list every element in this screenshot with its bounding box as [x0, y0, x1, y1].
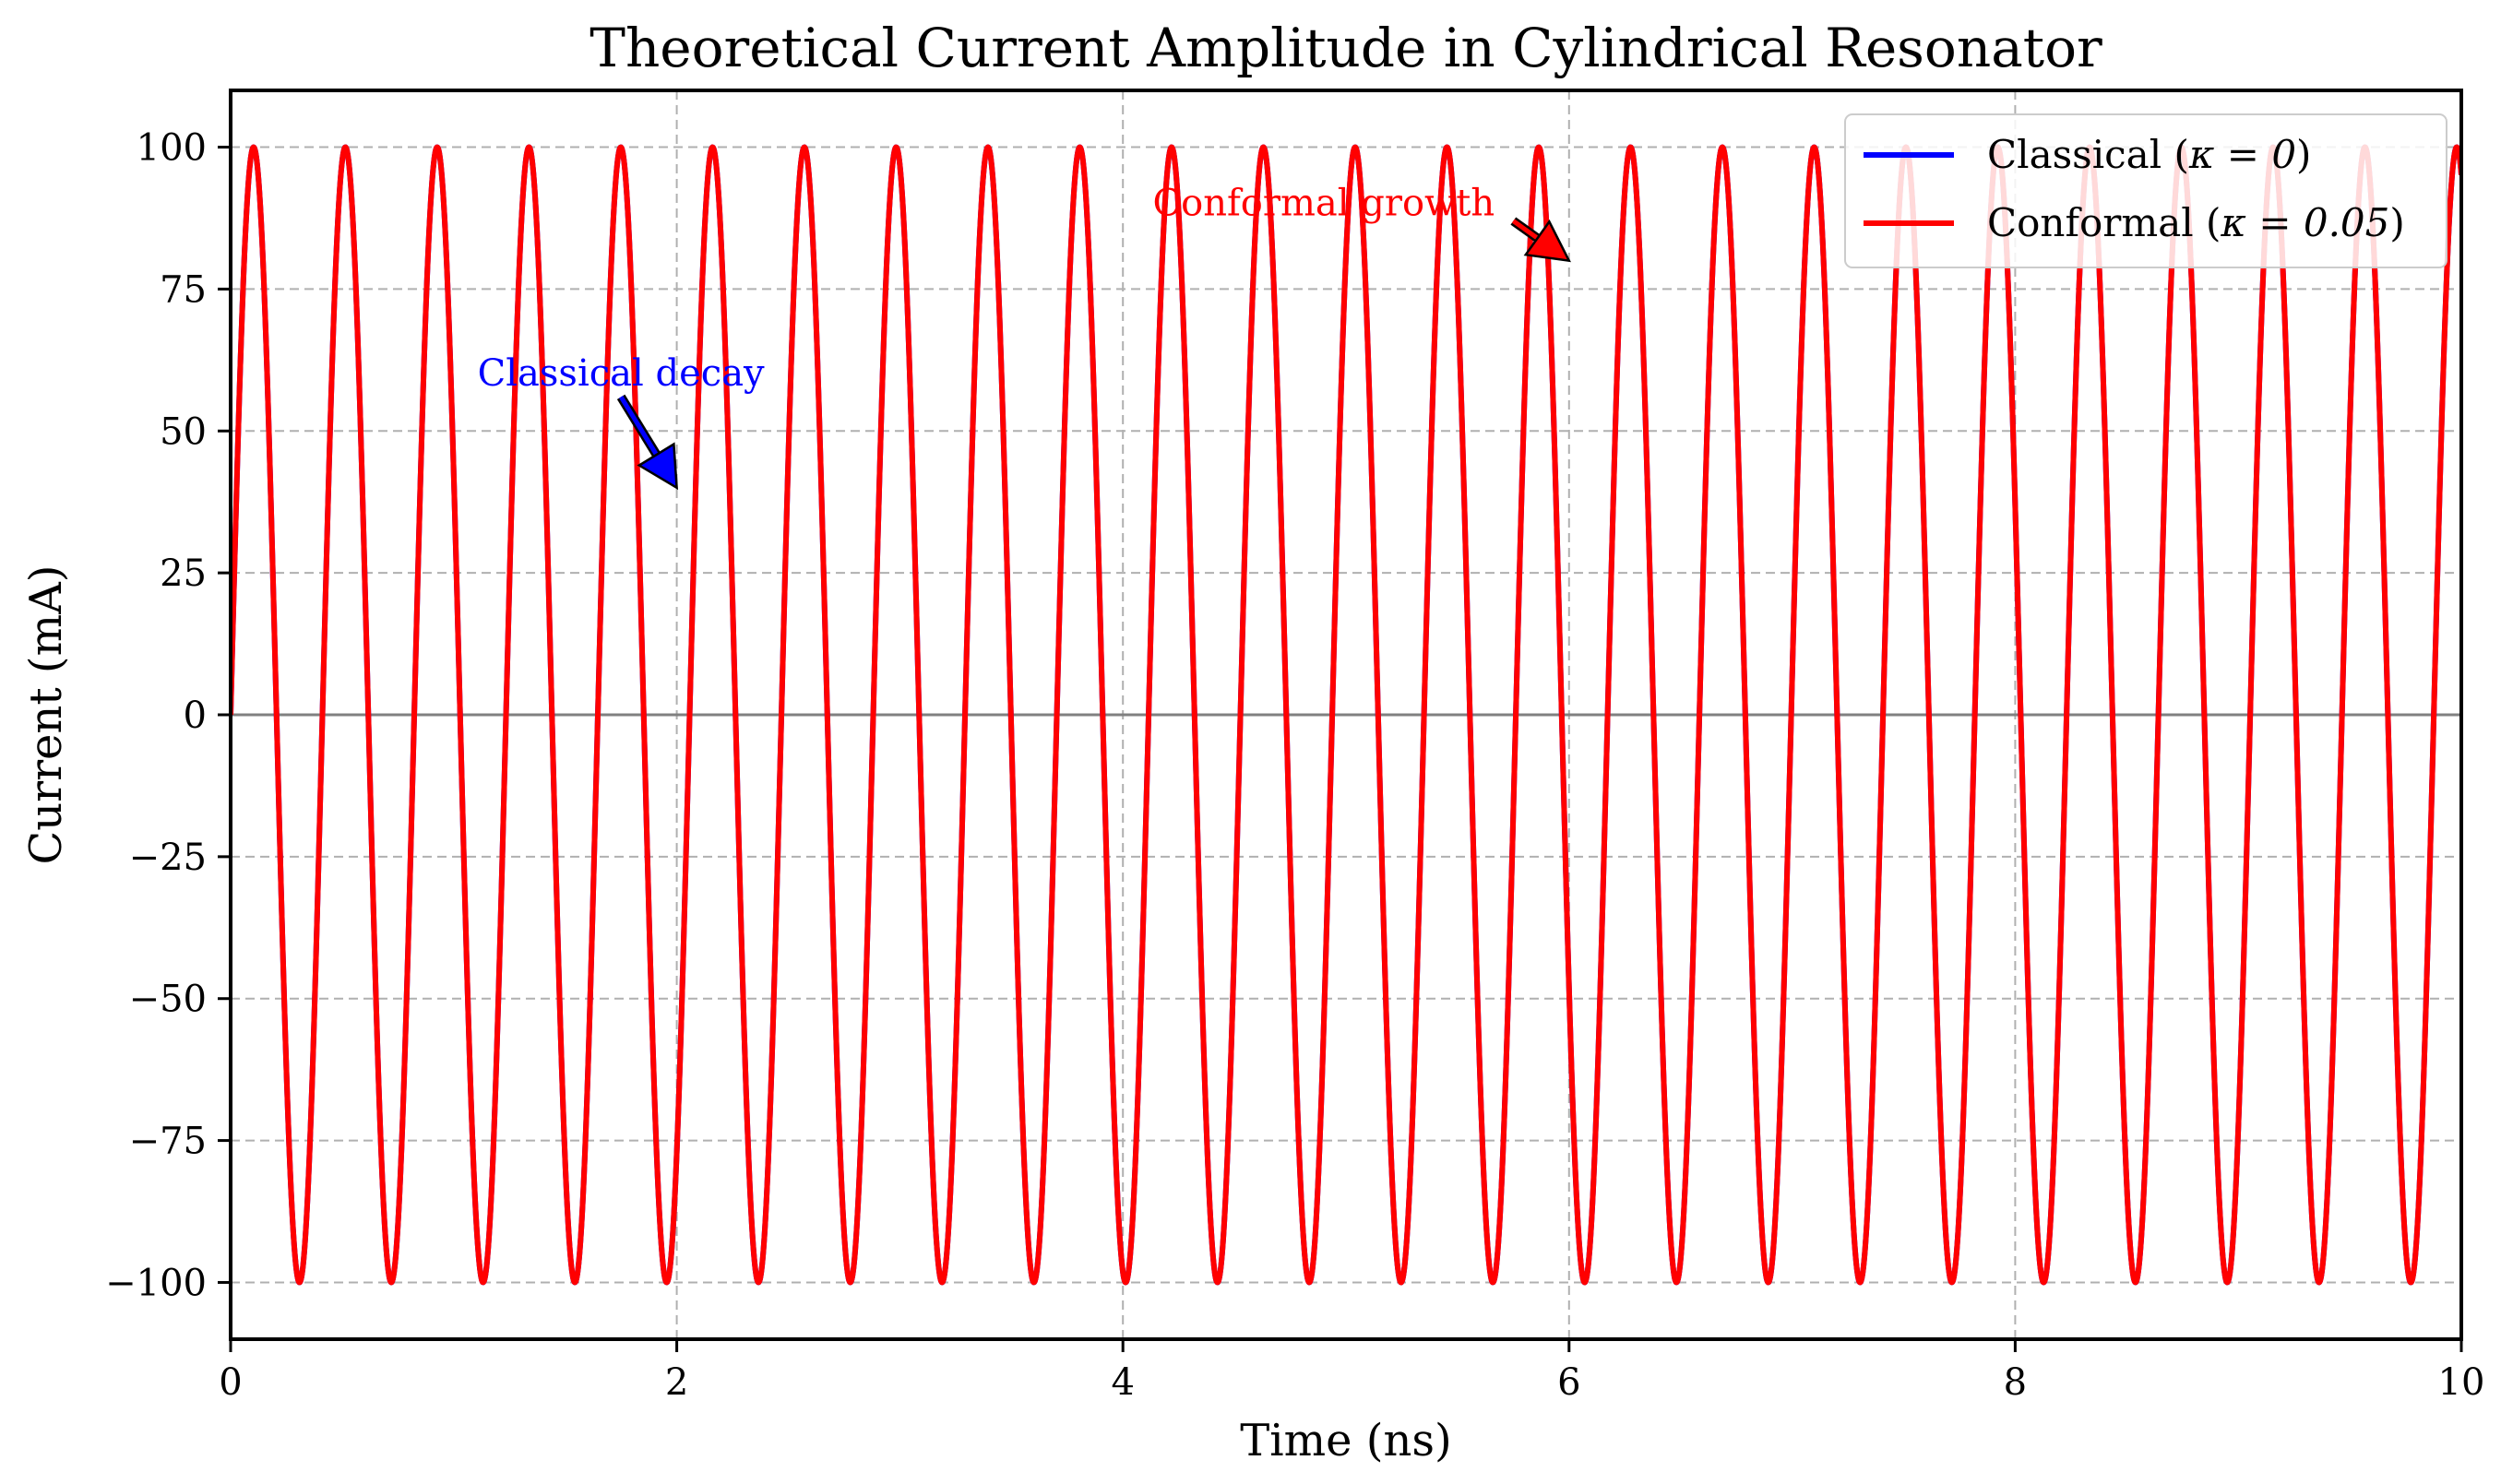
y-tick-label: 25 [160, 552, 207, 595]
annotation-conformal-arrow-head [1523, 219, 1571, 263]
annotation-classical-arrow-head [637, 442, 679, 491]
axis-ticks: 0 2 4 6 8 10 −100 −75 −50 −25 0 25 50 75 100 [105, 127, 2484, 1404]
annotations: Classical decay Conformal growth [478, 182, 1571, 491]
x-tick-label: 6 [1557, 1361, 1580, 1404]
y-tick-label: 100 [137, 127, 207, 170]
chart-title: Theoretical Current Amplitude in Cylindr… [590, 17, 2102, 79]
x-tick-label: 4 [1111, 1361, 1134, 1404]
x-tick-label: 8 [2004, 1361, 2027, 1404]
annotation-classical-arrow-shaft-fill [619, 396, 659, 457]
x-tick-label: 0 [219, 1361, 242, 1404]
y-tick-label: −25 [129, 837, 207, 879]
x-axis-label: Time (ns) [1240, 1415, 1452, 1466]
y-tick-label: 0 [184, 695, 207, 737]
y-tick-label: 50 [160, 410, 207, 453]
y-tick-label: −100 [105, 1262, 207, 1304]
legend-label-classical: Classical (κ = 0) [1987, 132, 2311, 177]
legend: Classical (κ = 0) Conformal (κ = 0.05) [1844, 113, 2447, 268]
annotation-conformal-text: Conformal growth [1153, 182, 1495, 224]
y-tick-label: −75 [129, 1121, 207, 1163]
y-tick-label: −50 [129, 979, 207, 1021]
legend-box [1844, 113, 2447, 268]
x-tick-label: 2 [665, 1361, 688, 1404]
annotation-conformal-arrow-shaft-fill [1511, 219, 1540, 241]
y-tick-label: 75 [160, 268, 207, 311]
x-tick-label: 10 [2438, 1361, 2485, 1404]
legend-label-conformal: Conformal (κ = 0.05) [1987, 200, 2405, 245]
annotation-classical-text: Classical decay [478, 352, 765, 395]
y-axis-label: Current (mA) [20, 564, 72, 864]
